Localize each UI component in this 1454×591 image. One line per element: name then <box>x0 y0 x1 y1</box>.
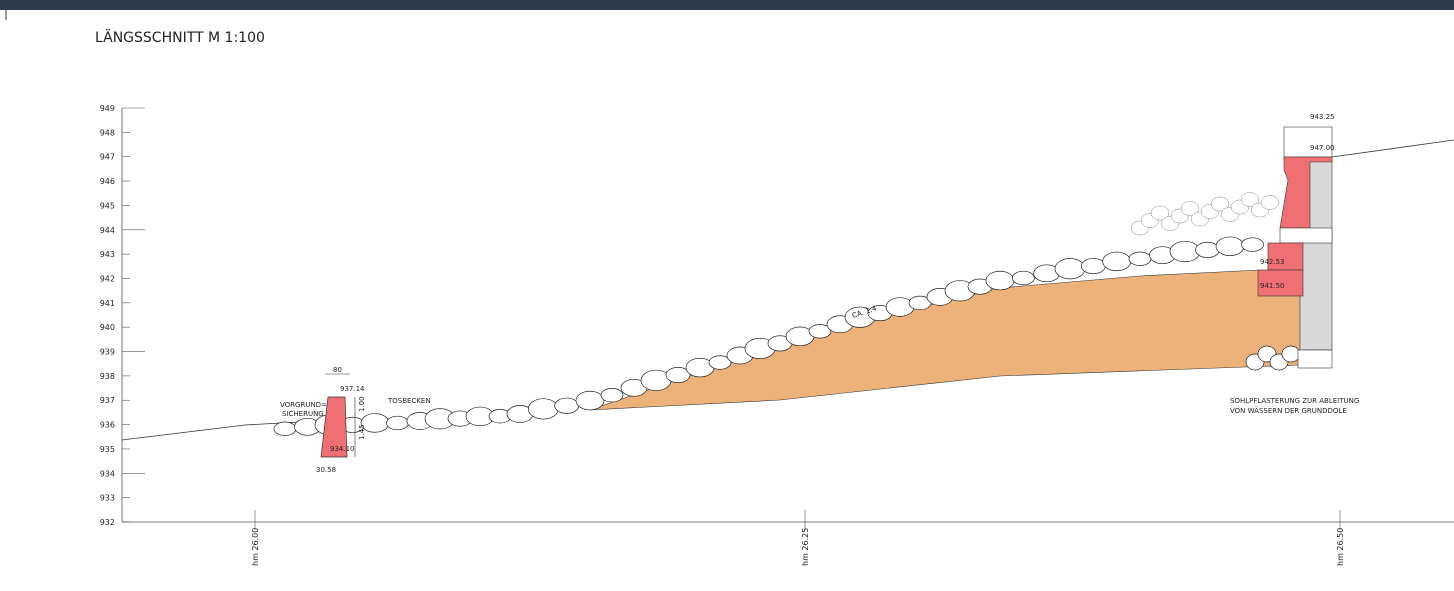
wall-base <box>1297 349 1333 369</box>
station-label: hm 26.50 <box>1336 528 1345 566</box>
station-label: hm 26.00 <box>251 528 260 566</box>
elevation-label: 934 <box>100 469 115 478</box>
annotation: SICHERUNG <box>282 410 324 418</box>
level: 947.00 <box>1310 144 1335 152</box>
dimension: 1.00 <box>358 396 366 412</box>
ground-line <box>121 421 301 441</box>
elevation-label: 937 <box>100 396 115 405</box>
elevation-label: 933 <box>100 494 115 503</box>
stone <box>386 415 409 431</box>
stone <box>1180 201 1200 216</box>
elevation-label: 935 <box>100 445 115 454</box>
stone <box>1240 192 1260 207</box>
elevation-label: 939 <box>100 348 115 357</box>
stone <box>1260 195 1280 210</box>
level: 937.14 <box>340 385 365 393</box>
elevation-label: 946 <box>100 177 115 186</box>
elevation-label: 943 <box>100 250 115 259</box>
stone <box>575 390 605 411</box>
stone <box>1080 258 1106 275</box>
annotation: VORGRUND= <box>280 401 327 409</box>
elevation-label: 947 <box>100 153 115 162</box>
annotation: SOHLPFLASTERUNG ZUR ABLEITUNG <box>1230 397 1359 405</box>
title: LÄNGSSCHNITT M 1:100 <box>95 28 265 46</box>
level: 942.53 <box>1260 258 1285 266</box>
elevation-label: 936 <box>100 421 115 430</box>
elevation-label: 941 <box>100 299 115 308</box>
elevation-label: 944 <box>100 226 115 235</box>
stone <box>1054 258 1086 280</box>
stone <box>1011 270 1035 286</box>
step-red <box>1267 242 1304 271</box>
step-red <box>1257 269 1304 297</box>
stone <box>554 397 580 414</box>
stone <box>273 421 297 436</box>
wall-top <box>1283 126 1333 158</box>
stone <box>1241 237 1264 252</box>
elevation-label: 940 <box>100 323 115 332</box>
level: 934.10 <box>330 445 355 453</box>
stone <box>1281 345 1301 363</box>
stone <box>527 398 559 420</box>
stone <box>708 355 732 370</box>
top-bar <box>0 0 1454 10</box>
elevation-label: 948 <box>100 128 115 137</box>
stone <box>1210 196 1230 212</box>
annotation: TOSBECKEN <box>387 397 431 405</box>
stone <box>600 388 624 403</box>
stone <box>985 270 1015 291</box>
level: 941.50 <box>1260 282 1285 290</box>
elevation-label: 945 <box>100 201 115 210</box>
stone <box>1150 205 1170 221</box>
stone <box>1128 251 1152 266</box>
elevation-label: 932 <box>100 518 115 527</box>
dimension: 30.58 <box>316 466 336 474</box>
annotation: VON WÄSSERN DER GRUNDDOLE <box>1230 406 1347 415</box>
dimension: 1.45 <box>358 424 366 440</box>
stone <box>665 367 691 384</box>
stone <box>1215 236 1245 256</box>
foundation-block <box>320 396 348 458</box>
station-label: hm 26.25 <box>801 528 810 566</box>
elevation-label: 942 <box>100 274 115 283</box>
stone <box>808 324 832 339</box>
ground-line <box>1331 139 1454 158</box>
elevation-label: 949 <box>100 104 115 113</box>
level: 943.25 <box>1310 113 1335 121</box>
dimension: 80 <box>333 366 342 374</box>
stone <box>1102 251 1132 272</box>
wall-band <box>1279 227 1333 244</box>
elevation-label: 938 <box>100 372 115 381</box>
